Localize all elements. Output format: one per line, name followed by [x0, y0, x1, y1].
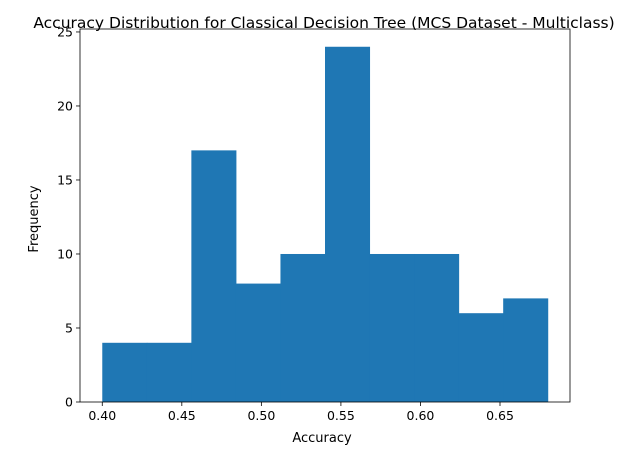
y-tick-label-4: 15 — [57, 172, 73, 187]
bars-group — [102, 46, 549, 403]
x-tick-label-6: 0.65 — [486, 408, 514, 423]
histogram-bar-4 — [235, 283, 281, 402]
x-axis-label: Accuracy — [292, 431, 352, 446]
y-tick-label-5: 20 — [57, 98, 73, 113]
x-tick-label-4: 0.55 — [327, 408, 355, 423]
y-tick-label-1: 0 — [65, 395, 73, 410]
histogram-bar-2 — [146, 342, 192, 402]
y-tick-label-2: 5 — [65, 320, 73, 335]
y-axis-label: Frequency — [27, 185, 42, 252]
plot-frame — [79, 28, 571, 403]
x-tick-label-5: 0.60 — [407, 408, 435, 423]
axes-group: 0.40 0.45 0.50 0.55 0.60 0.65 0 5 10 15 20 25 — [57, 24, 571, 423]
y-tick-label-3: 10 — [57, 246, 73, 261]
histogram-bar-8 — [414, 253, 460, 402]
x-tick-label-2: 0.45 — [168, 408, 196, 423]
histogram-bar-9 — [458, 313, 504, 402]
x-tick-label-1: 0.40 — [88, 408, 116, 423]
x-tick-label-3: 0.50 — [247, 408, 275, 423]
histogram-bar-7 — [369, 253, 415, 402]
y-tick-label-6: 25 — [57, 24, 73, 39]
histogram-bar-1 — [102, 342, 148, 402]
histogram-bar-10 — [503, 298, 549, 402]
histogram-bar-3 — [191, 150, 237, 402]
chart-title: Accuracy Distribution for Classical Deci… — [33, 14, 614, 32]
histogram-bar-6 — [325, 46, 371, 403]
histogram-bar-5 — [280, 253, 326, 402]
